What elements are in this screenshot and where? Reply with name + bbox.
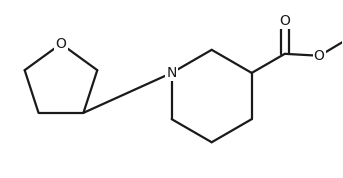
Text: O: O [314,49,324,63]
Text: N: N [166,66,177,80]
Text: O: O [56,37,67,51]
Text: O: O [279,14,290,28]
